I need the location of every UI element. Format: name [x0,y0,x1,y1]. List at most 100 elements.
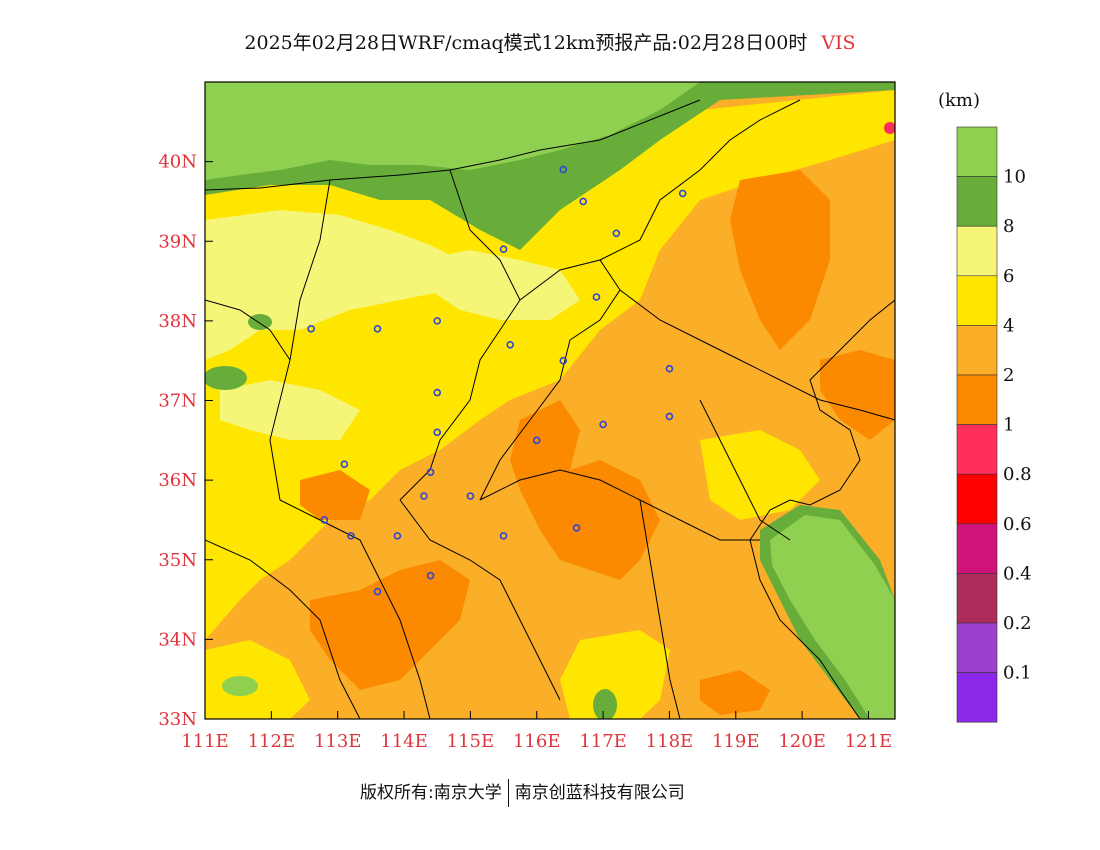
map-plot-area [205,82,895,719]
city-marker [433,428,442,437]
colorbar-label: 6 [1003,266,1014,287]
footer-separator [507,779,509,807]
city-marker [340,460,349,469]
vis-region-4-6 [700,430,820,520]
city-marker [347,532,355,540]
colorbar-swatch [956,523,998,574]
city-marker [426,468,435,476]
city-marker [559,356,568,365]
latitude-axis: 33N 34N 35N 36N 37N 38N 39N 40N [158,152,213,730]
lat-tick-label: 37N [158,391,197,412]
province-borders [205,99,895,719]
city-marker [426,571,435,580]
vis-region-10-plus [205,82,700,180]
vis-region-6-8 [420,250,580,320]
city-marker [373,587,382,596]
lon-tick-label: 120E [778,731,826,752]
colorbar-label: 10 [1003,167,1026,188]
colorbar-label: 0.4 [1003,563,1032,584]
colorbar-swatch [956,573,998,624]
colorbar-swatch [956,225,998,277]
vis-region-4-6 [205,640,310,719]
lon-tick-label: 112E [248,731,296,752]
vis-region-8-10 [205,366,247,390]
colorbar-swatch [956,325,998,376]
city-marker [393,532,402,540]
colorbar-swatch [956,126,998,177]
vis-region-1-2 [300,470,370,520]
title-variable: VIS [821,32,856,54]
city-marker [665,412,674,421]
lon-tick-label: 116E [513,731,561,752]
city-marker [532,436,541,445]
city-marker [572,524,581,532]
colorbar-unit: (km) [938,90,981,111]
city-marker [559,165,568,174]
city-marker [320,516,329,524]
vis-region-lt1 [884,122,895,134]
city-marker [599,420,607,429]
city-marker [307,325,315,333]
colorbar-label: 0.2 [1003,613,1032,634]
title-text: 2025年02月28日WRF/cmaq模式12km预报产品:02月28日00时 [244,32,808,54]
vis-region-10-plus [770,515,895,719]
vis-region-6-8 [220,380,360,440]
footer-left: 版权所有:南京大学 [360,783,502,803]
lat-tick-label: 35N [158,550,197,571]
city-marker [433,317,442,325]
lon-tick-label: 117E [579,731,627,752]
lon-tick-label: 119E [712,731,760,752]
city-marker [665,364,674,373]
lat-tick-label: 39N [158,231,197,252]
colorbar-swatch [956,672,998,723]
lat-tick-label: 33N [158,709,197,730]
lat-tick-label: 34N [158,629,197,650]
colorbar-label: 0.1 [1003,663,1032,684]
city-marker [592,293,601,301]
vis-region-10-plus [222,676,258,696]
colorbar-swatch [956,176,998,227]
colorbar-label: 0.6 [1003,514,1032,535]
colorbar-swatch [956,275,998,326]
vis-region-1-2 [700,670,770,715]
vis-region-4-6 [560,630,670,719]
city-marker [499,245,508,254]
vis-region-1-2 [310,560,470,690]
map-title: 2025年02月28日WRF/cmaq模式12km预报产品:02月28日00时 V… [0,28,1100,55]
colorbar-swatch [956,374,998,425]
city-marker [466,492,475,500]
city-marker [612,229,621,238]
city-marker [420,492,428,500]
city-marker [678,189,687,198]
footer-right: 南京创蓝科技有限公司 [514,783,685,803]
lat-tick-label: 40N [158,152,197,173]
colorbar: 10 8 6 4 2 1 0.8 0.6 0.4 0.2 0.1 [956,126,1032,723]
lon-tick-label: 115E [447,731,495,752]
lon-tick-label: 114E [380,731,428,752]
colorbar-label: 4 [1003,315,1014,336]
city-marker [433,388,442,397]
longitude-axis: 111E 112E 113E 114E 115E 116E 117E 118E 119E 120E… [181,711,892,752]
city-marker [499,532,508,540]
vis-region-8-10 [248,314,272,330]
colorbar-swatch [956,622,998,673]
colorbar-label: 8 [1003,216,1014,237]
lon-tick-label: 113E [314,731,362,752]
city-marker [506,340,514,349]
lat-tick-label: 38N [158,311,197,332]
colorbar-swatch [956,473,998,525]
vis-region-1-2 [730,170,830,350]
lon-tick-label: 111E [181,731,229,752]
colorbar-swatch [956,424,998,475]
colorbar-label: 1 [1003,415,1014,436]
colorbar-label: 2 [1003,365,1014,386]
coastline [749,299,895,719]
lat-tick-label: 36N [158,470,197,491]
vis-region-1-2 [510,400,660,580]
copyright-footer: 版权所有:南京大学 南京创蓝科技有限公司 [360,778,685,807]
vis-region-1-2 [820,350,895,440]
lon-tick-label: 118E [646,731,694,752]
city-marker [373,325,382,333]
vis-region-8-10 [593,689,617,719]
